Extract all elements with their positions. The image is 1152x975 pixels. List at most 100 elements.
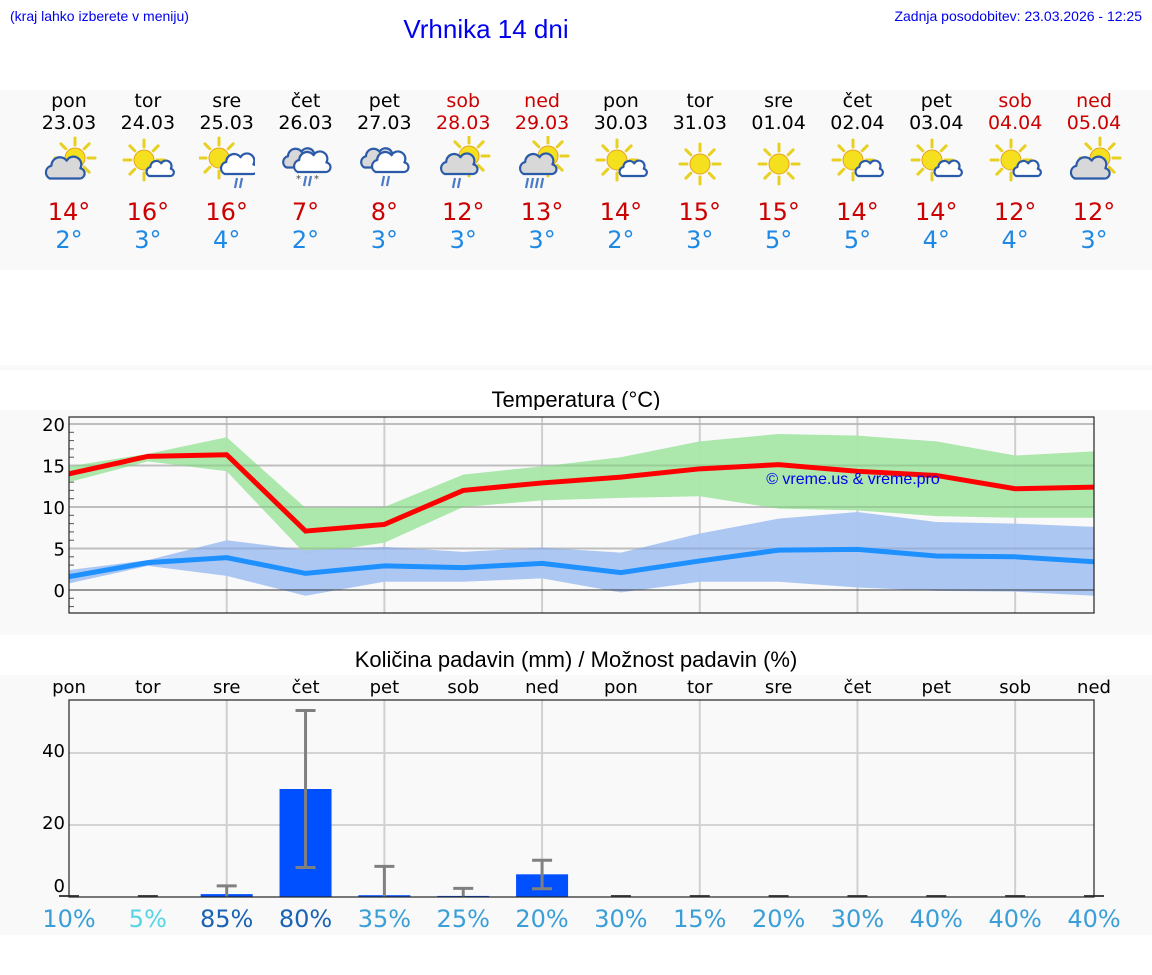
min-temp: 4° xyxy=(1001,226,1029,254)
precipitation-chart-title: Količina padavin (mm) / Možnost padavin … xyxy=(354,647,798,672)
error-bar xyxy=(216,884,237,897)
separator xyxy=(0,365,1152,370)
day-name: pet xyxy=(920,90,952,112)
day-forecast: tor 24.03 16° 3° xyxy=(109,90,187,254)
day-name: pon xyxy=(603,90,639,112)
day-label: pon xyxy=(52,677,86,698)
location-menu-hint[interactable]: (kraj lahko izberete v meniju) xyxy=(10,8,189,24)
day-forecast: sre 01.04 15° 5° xyxy=(740,90,818,254)
precip-probability: 20% xyxy=(515,905,568,933)
day-forecast: pon 30.03 14° 2° xyxy=(582,90,660,254)
day-name: sob xyxy=(446,90,481,112)
max-temp: 14° xyxy=(47,198,91,226)
svg-text:*: * xyxy=(314,174,319,185)
day-forecast: sob 04.04 12° 4° xyxy=(976,90,1054,254)
max-temp: 8° xyxy=(370,198,399,226)
day-forecast: pon 23.03 14° 2° xyxy=(30,90,108,254)
min-temp: 3° xyxy=(370,226,399,254)
min-temp: 4° xyxy=(213,226,241,254)
max-temp: 12° xyxy=(1072,198,1116,226)
cloud-rain-icon xyxy=(360,147,410,187)
day-label: sob xyxy=(999,677,1031,698)
max-temp: 14° xyxy=(915,198,958,226)
max-temp: 14° xyxy=(599,198,643,226)
day-forecast: čet 02.04 14° 5° xyxy=(818,90,896,254)
day-label: pet xyxy=(370,677,400,698)
sun-small-cloud-icon xyxy=(910,138,964,182)
day-name: sre xyxy=(764,90,794,112)
min-temp: 2° xyxy=(291,226,320,254)
day-forecast: pet 27.03 8° 3° xyxy=(345,90,423,254)
precip-probability: 40% xyxy=(910,905,963,933)
svg-text:0: 0 xyxy=(54,876,65,897)
day-name: tor xyxy=(686,90,714,112)
error-bar xyxy=(295,709,316,869)
precip-probability: 85% xyxy=(200,905,253,933)
day-label: pet xyxy=(922,677,952,698)
sun-behind-cloud-icon xyxy=(44,136,97,180)
day-date: 02.04 xyxy=(830,112,885,134)
day-date: 03.04 xyxy=(909,112,964,134)
day-label: sob xyxy=(447,677,479,698)
max-temp: 7° xyxy=(291,198,320,226)
precip-probability: 5% xyxy=(129,905,167,933)
day-forecast: sob 28.03 12° 3° xyxy=(424,90,502,254)
day-label: tor xyxy=(135,677,161,698)
max-temp: 13° xyxy=(520,198,564,226)
day-date: 28.03 xyxy=(436,112,491,134)
max-temp: 15° xyxy=(757,198,800,226)
precip-probability: 80% xyxy=(279,905,332,933)
sun-small-cloud-icon xyxy=(595,138,648,182)
max-temp: 15° xyxy=(678,198,722,226)
day-name: tor xyxy=(134,90,162,112)
min-temp: 5° xyxy=(843,226,872,254)
watermark: © vreme.us & vreme.pro xyxy=(766,471,940,488)
sun-behind-cloud-icon xyxy=(1069,136,1122,180)
precip-probability: 25% xyxy=(437,905,490,933)
min-temp: 2° xyxy=(55,226,83,254)
sun-icon xyxy=(757,142,801,186)
min-temp: 3° xyxy=(528,226,556,254)
daily-forecast-panel xyxy=(0,90,1152,270)
error-bar xyxy=(374,864,395,897)
max-temp: 12° xyxy=(441,198,485,226)
min-temp: 3° xyxy=(134,226,162,254)
day-label: ned xyxy=(525,677,559,698)
last-update: Zadnja posodobitev: 23.03.2026 - 12:25 xyxy=(894,8,1142,24)
svg-text:5: 5 xyxy=(54,540,65,561)
precip-probability: 30% xyxy=(831,905,884,933)
svg-text:0: 0 xyxy=(54,581,65,602)
precip-probability: 40% xyxy=(988,905,1041,933)
day-forecast: čet 26.03 * * 7° 2° xyxy=(267,90,345,254)
svg-text:10: 10 xyxy=(42,498,65,519)
day-date: 23.03 xyxy=(41,112,97,134)
sun-small-cloud-icon xyxy=(831,138,885,182)
day-date: 29.03 xyxy=(514,112,570,134)
max-temp: 16° xyxy=(205,198,248,226)
error-bar xyxy=(532,858,553,891)
min-temp: 3° xyxy=(686,226,714,254)
day-name: čet xyxy=(290,90,321,112)
day-label: tor xyxy=(687,677,713,698)
day-date: 25.03 xyxy=(199,112,254,134)
svg-text:*: * xyxy=(296,174,301,185)
daily-forecast-row: pon 23.03 14° 2° tor 24.03 16° 3° sre 25.03 16° 4° č… xyxy=(0,90,1152,270)
sun-icon xyxy=(678,142,722,186)
day-forecast: ned 29.03 13° 3° xyxy=(503,90,581,254)
min-temp: 4° xyxy=(922,226,950,254)
min-temp: 3° xyxy=(449,226,477,254)
day-date: 26.03 xyxy=(278,112,333,134)
svg-text:20: 20 xyxy=(42,813,65,834)
precip-probability: 40% xyxy=(1067,905,1120,933)
sun-small-cloud-icon xyxy=(122,138,175,182)
day-forecast: sre 25.03 16° 4° xyxy=(188,90,266,254)
error-bar xyxy=(453,886,474,897)
day-name: sre xyxy=(212,90,242,112)
sun-small-cloud-icon xyxy=(989,138,1043,182)
day-forecast: tor 31.03 15° 3° xyxy=(661,90,739,254)
day-date: 04.04 xyxy=(987,112,1043,134)
day-label: ned xyxy=(1077,677,1111,698)
day-date: 27.03 xyxy=(357,112,412,134)
day-label: čet xyxy=(843,677,871,698)
